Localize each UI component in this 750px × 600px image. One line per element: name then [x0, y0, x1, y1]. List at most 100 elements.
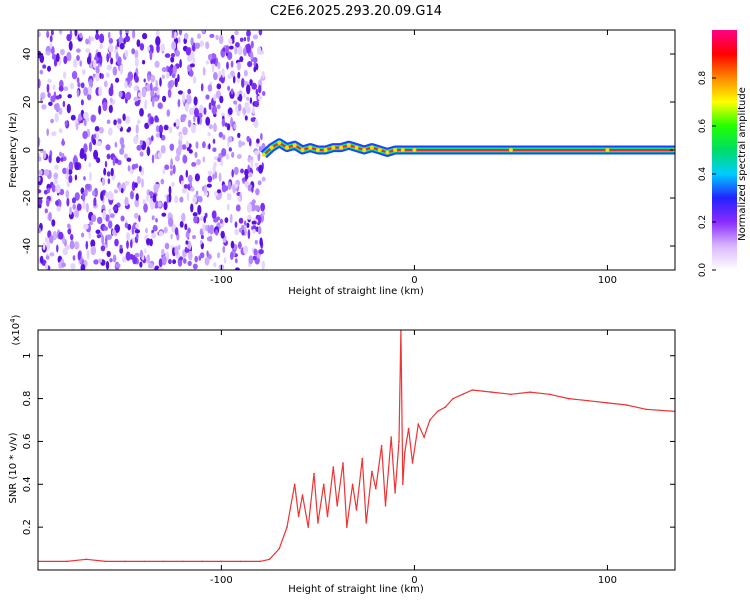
spectrogram-noise-cell [114, 238, 119, 247]
spectrogram-noise-cell [124, 153, 128, 159]
spectrogram-noise-cell [77, 82, 81, 88]
spectrogram-noise-cell [154, 60, 160, 68]
spectrogram-noise-cell [239, 37, 244, 42]
spectrogram-noise-cell [48, 235, 54, 244]
colorbar-tick-label: 0.8 [698, 71, 708, 86]
spectrogram-noise-cell [53, 172, 59, 180]
snr-y-tick-label: 0.2 [22, 519, 33, 535]
spectrogram-noise-cell [83, 119, 87, 127]
spectrogram-noise-cell [47, 92, 51, 98]
spectrogram-noise-cell [245, 174, 249, 180]
spectrogram-noise-cell [150, 74, 156, 83]
spectrogram-noise-cell [143, 203, 148, 213]
snr-point [342, 462, 344, 464]
signal-track-point [362, 148, 367, 152]
spectrogram-noise-cell [99, 33, 105, 44]
spectrogram-noise-cell [223, 257, 227, 264]
spectrogram-noise-cell [39, 54, 45, 64]
spectrogram-noise-cell [92, 138, 97, 146]
spectrogram-noise-cell [67, 228, 72, 235]
spectrogram-noise-cell [254, 162, 259, 167]
spectrogram-noise-cell [110, 167, 114, 177]
spectrogram-noise-cell [134, 198, 140, 208]
spectrogram-noise-cell [202, 156, 206, 163]
spectrogram-noise-cell [88, 35, 91, 45]
spectrogram-noise-cell [165, 71, 170, 79]
spectrogram-noise-cell [172, 164, 176, 175]
spectrogram-noise-cell [63, 86, 69, 91]
spectrogram-noise-cell [95, 33, 100, 40]
colorbar-tick-label: 0.6 [698, 119, 708, 134]
spectrogram-noise-cell [243, 69, 248, 77]
spectrogram-noise-cell [234, 30, 239, 36]
spectrogram-noise-cell [101, 177, 106, 186]
spectrogram-noise-cell [108, 44, 114, 53]
spectrogram-noise-cell [182, 91, 186, 102]
spectrogram-x-ticks: -100 0 100 [210, 30, 617, 286]
spectrogram-noise-cell [191, 162, 197, 167]
spectrogram-noise-cell [69, 82, 74, 90]
spectrogram-noise-cell [63, 156, 67, 162]
spectrogram-noise-cell [126, 157, 132, 162]
spectrogram-noise-cell [160, 145, 166, 154]
snr-point [402, 483, 404, 486]
spectrogram-noise-cell [38, 176, 41, 182]
spectrogram-noise-cell [246, 96, 250, 101]
spectrogram-noise-cell [193, 96, 198, 106]
spectrogram-noise-cell [49, 35, 53, 43]
snr-point [365, 522, 368, 524]
spectrogram-noise-cell [172, 65, 177, 75]
spectrogram-noise-cell [58, 128, 63, 134]
spectrogram-noise-cell [108, 104, 113, 114]
spectrogram-noise-cell [208, 235, 213, 242]
snr-point [452, 397, 454, 400]
spectrogram-y-ticks: -40 -20 0 20 40 [22, 48, 675, 254]
snr-exponent-label: (x104) [9, 314, 22, 345]
spectrogram-noise-cell [131, 225, 135, 235]
spectrogram-noise-cell [51, 53, 57, 60]
spectrogram-noise-cell [206, 183, 212, 188]
spectrogram-noise-cell [205, 116, 211, 126]
spectrogram-noise-cell [115, 263, 121, 268]
spectrogram-noise-cell [228, 147, 232, 152]
snr-x-tick-label: 100 [598, 575, 617, 586]
spectrogram-noise-cell [67, 94, 72, 99]
svg-text:(x104): (x104) [9, 314, 22, 345]
spectrogram-noise-cell [157, 151, 162, 159]
spectrogram-noise-cell [108, 86, 114, 97]
spectrogram-noise-cell [95, 72, 100, 82]
spectrogram-noise-cell [228, 38, 233, 45]
spectrogram-noise-cell [107, 178, 111, 185]
spectrogram-noise-cell [158, 230, 164, 237]
snr-point [104, 560, 107, 563]
spectrogram-noise-cell [213, 122, 217, 133]
spectrogram-noise-cell [250, 40, 254, 49]
spectrogram-noise-cell [248, 255, 254, 265]
spectrogram-noise-cell [79, 60, 82, 67]
spectrogram-noise-cell [136, 144, 142, 151]
spectrogram-noise-cell [59, 151, 62, 157]
spectrogram-noise-cell [63, 71, 67, 79]
spectrogram-noise-cell [84, 183, 91, 190]
spectrogram-noise-cell [134, 212, 139, 219]
spectrogram-noise-cell [154, 153, 158, 160]
spectrogram-noise-cell [232, 75, 236, 84]
spectrogram-noise-cell [45, 262, 48, 270]
spectrogram-noise-cell [190, 37, 194, 46]
spectrogram-noise-cell [259, 237, 263, 247]
spectrogram-noise-cell [106, 171, 111, 177]
spectrogram-noise-cell [136, 176, 141, 184]
spectrogram-noise-cell [175, 155, 180, 162]
spectrogram-noise-cell [189, 181, 193, 187]
spectrogram-noise-cell [215, 90, 221, 99]
spectrogram-noise-cell [114, 224, 120, 233]
spectrogram-noise-cell [38, 31, 41, 38]
signal-track-point [308, 145, 313, 150]
spectrogram-noise-cell [187, 174, 193, 183]
spectrogram-noise-cell [147, 113, 152, 119]
spectrogram-noise-cell [127, 126, 132, 132]
spectrogram-noise-cell [230, 88, 234, 95]
spectrogram-noise-cell [195, 141, 199, 149]
spectrogram-noise-cell [106, 53, 110, 63]
spectrogram-y-tick-label: -20 [22, 190, 33, 206]
